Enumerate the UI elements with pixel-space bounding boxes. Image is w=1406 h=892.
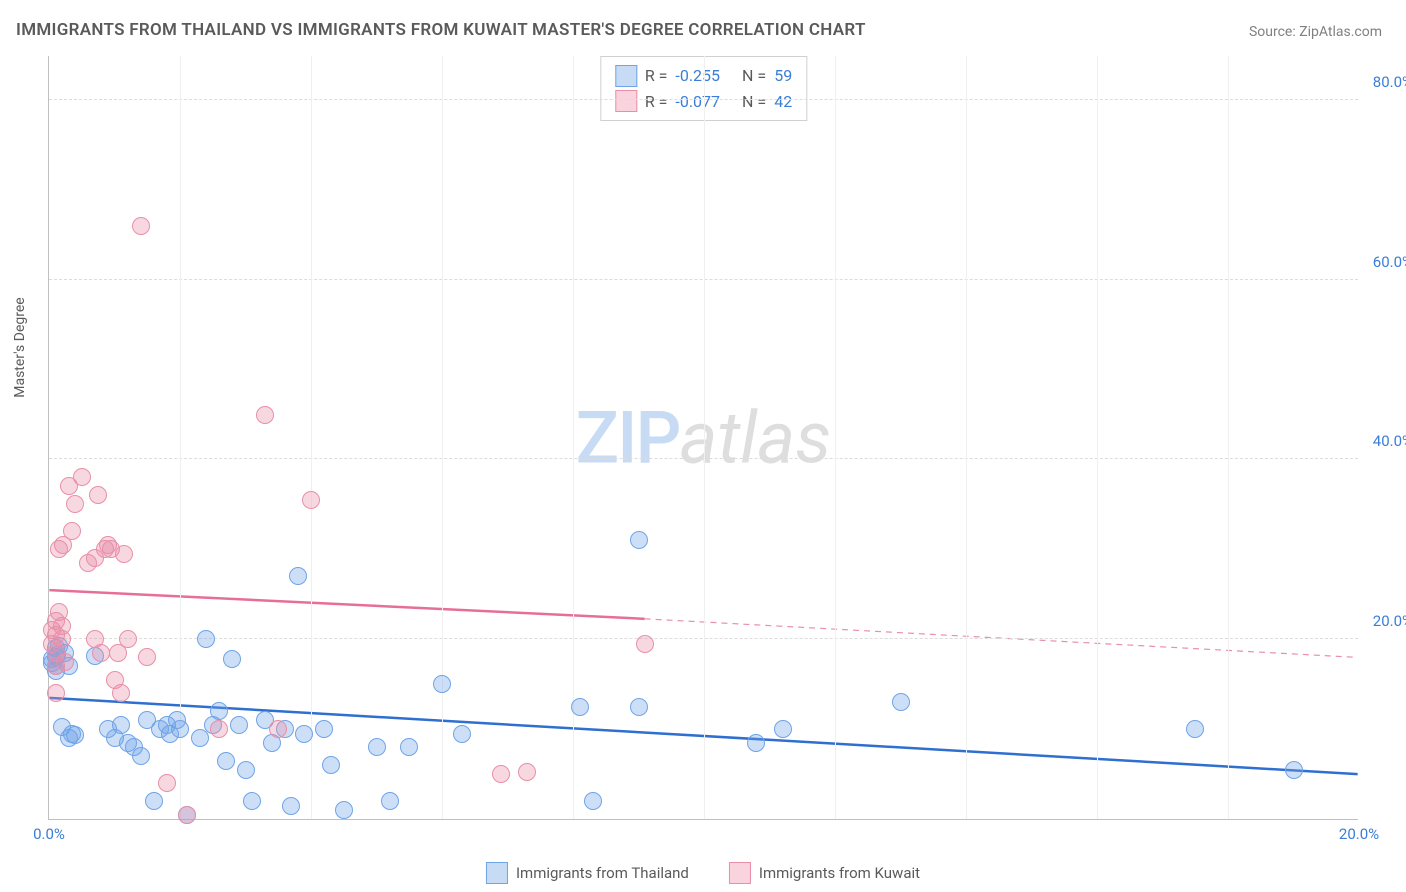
scatter-point-kuwait [53, 630, 71, 648]
plot-area: ZIPatlas R = -0.255 N = 59 R = -0.077 N = 4… [48, 56, 1358, 820]
scatter-point-thailand [584, 792, 602, 810]
gridline-v [180, 56, 181, 819]
scatter-point-thailand [630, 531, 648, 549]
scatter-point-thailand [315, 720, 333, 738]
scatter-point-thailand [747, 734, 765, 752]
scatter-point-thailand [289, 567, 307, 585]
scatter-point-kuwait [636, 635, 654, 653]
x-tick-label: 20.0% [1339, 825, 1379, 843]
scatter-point-kuwait [132, 217, 150, 235]
scatter-point-thailand [132, 747, 150, 765]
legend-series-label: Immigrants from Kuwait [759, 864, 920, 882]
scatter-point-kuwait [210, 720, 228, 738]
scatter-point-thailand [237, 761, 255, 779]
y-tick-label: 80.0% [1373, 73, 1406, 91]
gridline-v [704, 56, 705, 819]
scatter-point-thailand [400, 738, 418, 756]
scatter-point-kuwait [89, 486, 107, 504]
scatter-point-thailand [243, 792, 261, 810]
y-axis-label: Master's Degree [12, 297, 28, 397]
scatter-point-thailand [453, 725, 471, 743]
legend-swatch [615, 65, 637, 87]
scatter-point-thailand [223, 650, 241, 668]
scatter-point-kuwait [115, 545, 133, 563]
legend-swatch [729, 862, 751, 884]
scatter-point-thailand [295, 725, 313, 743]
watermark-atlas: atlas [679, 395, 831, 480]
scatter-point-thailand [1285, 761, 1303, 779]
legend-swatch [486, 862, 508, 884]
scatter-point-thailand [66, 726, 84, 744]
legend-r-value: -0.255 [675, 63, 720, 89]
gridline-v [442, 56, 443, 819]
legend-n-label: N = [742, 89, 766, 115]
scatter-point-thailand [892, 693, 910, 711]
legend-series-label: Immigrants from Thailand [516, 864, 689, 882]
bottom-legend: Immigrants from Thailand Immigrants from … [486, 862, 920, 884]
legend-r-label: R = [645, 89, 668, 115]
scatter-point-kuwait [56, 653, 74, 671]
scatter-point-kuwait [158, 774, 176, 792]
scatter-point-thailand [217, 752, 235, 770]
legend-swatch [615, 90, 637, 112]
scatter-point-thailand [630, 698, 648, 716]
bottom-legend-item: Immigrants from Kuwait [729, 862, 920, 884]
scatter-point-thailand [433, 675, 451, 693]
legend-n-label: N = [742, 63, 766, 89]
scatter-point-thailand [381, 792, 399, 810]
scatter-point-thailand [774, 720, 792, 738]
watermark-zip: ZIP [576, 395, 680, 480]
scatter-point-thailand [335, 801, 353, 819]
scatter-point-kuwait [73, 468, 91, 486]
gridline-v [966, 56, 967, 819]
y-tick-label: 60.0% [1373, 253, 1406, 271]
gridline-v [835, 56, 836, 819]
scatter-point-kuwait [492, 765, 510, 783]
scatter-point-thailand [197, 630, 215, 648]
scatter-point-kuwait [66, 495, 84, 513]
scatter-point-thailand [368, 738, 386, 756]
legend-n-value: 42 [774, 89, 792, 115]
scatter-point-kuwait [518, 763, 536, 781]
scatter-point-thailand [112, 716, 130, 734]
legend-n-value: 59 [774, 63, 792, 89]
scatter-point-kuwait [269, 720, 287, 738]
scatter-point-kuwait [302, 491, 320, 509]
scatter-point-thailand [210, 702, 228, 720]
gridline-v [1228, 56, 1229, 819]
scatter-point-thailand [1186, 720, 1204, 738]
scatter-point-thailand [171, 720, 189, 738]
scatter-point-thailand [282, 797, 300, 815]
scatter-point-kuwait [138, 648, 156, 666]
scatter-point-thailand [145, 792, 163, 810]
x-tick-label: 0.0% [33, 825, 65, 843]
scatter-point-kuwait [92, 644, 110, 662]
source-attribution: Source: ZipAtlas.com [1249, 24, 1382, 40]
gridline-v [1097, 56, 1098, 819]
y-tick-label: 20.0% [1373, 612, 1406, 630]
scatter-point-thailand [230, 716, 248, 734]
scatter-point-kuwait [256, 406, 274, 424]
scatter-point-kuwait [63, 522, 81, 540]
scatter-point-thailand [322, 756, 340, 774]
trend-line [49, 590, 644, 619]
gridline-v [311, 56, 312, 819]
scatter-point-thailand [571, 698, 589, 716]
legend-r-label: R = [645, 63, 668, 89]
scatter-point-thailand [191, 729, 209, 747]
scatter-point-kuwait [47, 684, 65, 702]
y-tick-label: 40.0% [1373, 432, 1406, 450]
scatter-point-kuwait [178, 806, 196, 824]
chart-title: IMMIGRANTS FROM THAILAND VS IMMIGRANTS F… [16, 20, 866, 40]
scatter-point-kuwait [119, 630, 137, 648]
legend-r-value: -0.077 [675, 89, 720, 115]
scatter-point-kuwait [112, 684, 130, 702]
bottom-legend-item: Immigrants from Thailand [486, 862, 689, 884]
